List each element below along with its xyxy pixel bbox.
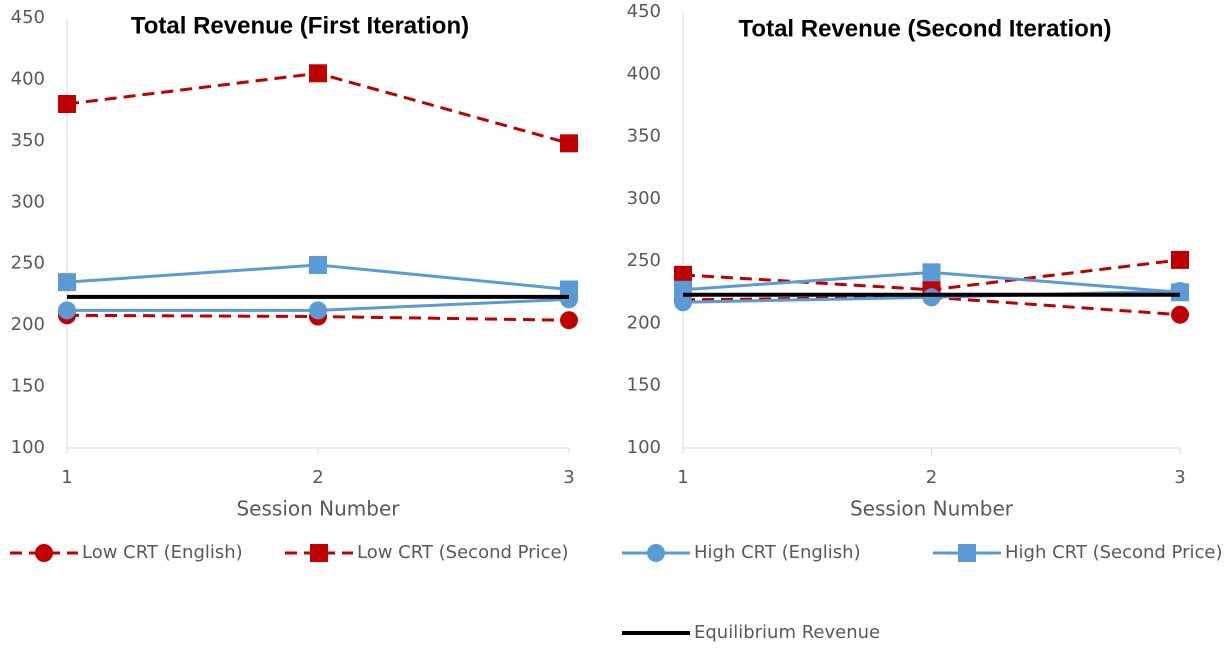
legend-item: High CRT (Second Price) [933,542,1223,563]
marker [309,255,327,274]
marker [58,301,76,320]
series-line [66,71,570,145]
legend-item: Low CRT (English) [10,542,243,563]
marker [58,95,76,113]
x-axis-title: Session Number [236,497,400,521]
x-tick-label: 1 [677,467,688,488]
marker [309,301,327,320]
legend-label: High CRT (English) [694,542,861,563]
marker [560,311,578,330]
x-tick-label: 2 [926,467,937,488]
y-tick-label: 200 [11,314,45,335]
y-tick-label: 250 [11,253,45,274]
y-tick-label: 400 [627,63,661,84]
y-tick-label: 300 [627,188,661,209]
y-tick-label: 300 [11,191,45,212]
y-tick-label: 200 [627,312,661,333]
marker [560,134,578,153]
x-tick-label: 2 [312,467,323,488]
marker [922,263,941,282]
legend-label: Low CRT (English) [82,542,243,563]
legend-marker [958,544,976,562]
legend-marker [647,544,665,562]
y-tick-label: 350 [11,130,45,151]
y-tick-label: 100 [627,437,661,458]
legend-marker [310,544,328,562]
marker [1171,305,1189,324]
marker [560,280,578,299]
x-tick-label: 3 [563,467,574,488]
marker [58,273,76,292]
marker [922,288,941,307]
y-tick-label: 150 [627,375,661,396]
y-tick-label: 250 [627,250,661,271]
marker [1171,250,1189,269]
y-tick-label: 100 [11,437,45,458]
legend-label: High CRT (Second Price) [1005,542,1223,563]
y-tick-label: 450 [627,1,661,22]
legend-label: Equilibrium Revenue [694,622,880,643]
legend-label: Low CRT (Second Price) [357,542,569,563]
chart-title: Total Revenue (Second Iteration) [739,15,1112,42]
y-tick-label: 150 [11,376,45,397]
legend-marker [35,544,53,562]
y-tick-label: 350 [627,126,661,147]
marker [309,64,327,83]
x-axis-title: Session Number [850,497,1014,521]
marker [1171,283,1189,302]
y-tick-label: 400 [11,68,45,89]
y-tick-label: 450 [11,7,45,28]
x-tick-label: 3 [1174,467,1185,488]
legend-item: Equilibrium Revenue [622,622,880,643]
legend-item: Low CRT (Second Price) [285,542,569,563]
chart-title: Total Revenue (First Iteration) [131,12,469,39]
marker [674,265,692,284]
x-tick-label: 1 [61,467,72,488]
